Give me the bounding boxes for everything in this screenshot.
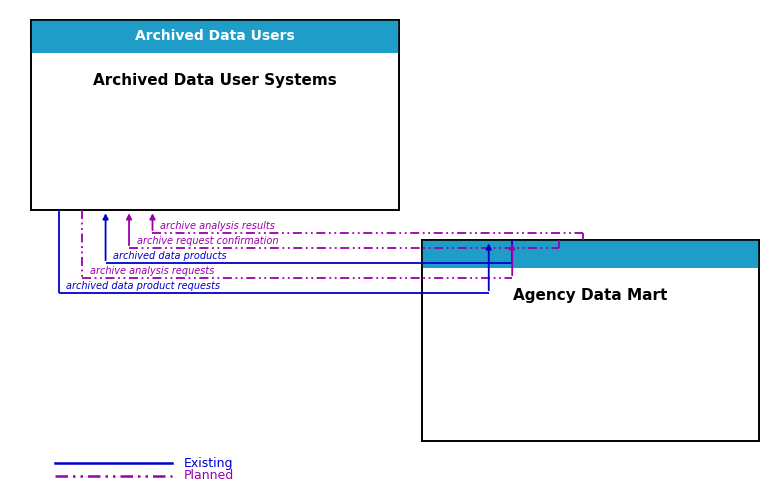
Text: Archived Data Users: Archived Data Users bbox=[135, 30, 295, 43]
Text: Existing: Existing bbox=[184, 457, 233, 470]
Bar bbox=[422, 240, 759, 268]
Text: archive request confirmation: archive request confirmation bbox=[137, 236, 278, 246]
Text: Archived Data User Systems: Archived Data User Systems bbox=[93, 73, 337, 88]
Text: archive analysis results: archive analysis results bbox=[160, 221, 275, 231]
Bar bbox=[422, 240, 759, 441]
Text: Agency Data Mart: Agency Data Mart bbox=[513, 288, 668, 303]
Text: archived data product requests: archived data product requests bbox=[66, 281, 221, 291]
Bar bbox=[31, 20, 399, 210]
Bar bbox=[31, 20, 399, 53]
Text: Planned: Planned bbox=[184, 469, 234, 482]
Text: archive analysis requests: archive analysis requests bbox=[90, 266, 214, 276]
Text: archived data products: archived data products bbox=[113, 251, 227, 261]
